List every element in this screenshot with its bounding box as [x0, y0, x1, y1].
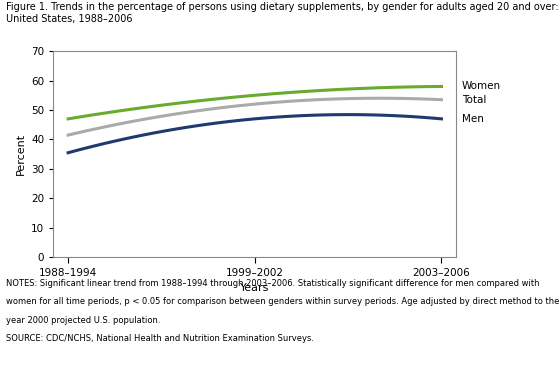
Text: Figure 1. Trends in the percentage of persons using dietary supplements, by gend: Figure 1. Trends in the percentage of pe… — [6, 2, 558, 12]
X-axis label: Years: Years — [240, 283, 269, 293]
Y-axis label: Percent: Percent — [16, 133, 26, 175]
Text: United States, 1988–2006: United States, 1988–2006 — [6, 14, 132, 24]
Text: Total: Total — [462, 95, 487, 105]
Text: SOURCE: CDC/NCHS, National Health and Nutrition Examination Surveys.: SOURCE: CDC/NCHS, National Health and Nu… — [6, 334, 314, 343]
Text: NOTES: Significant linear trend from 1988–1994 through 2003–2006. Statistically : NOTES: Significant linear trend from 198… — [6, 279, 539, 288]
Text: Men: Men — [462, 114, 484, 124]
Text: year 2000 projected U.S. population.: year 2000 projected U.S. population. — [6, 316, 160, 325]
Text: Women: Women — [462, 81, 501, 92]
Text: women for all time periods, p < 0.05 for comparison between genders within surve: women for all time periods, p < 0.05 for… — [6, 297, 559, 307]
